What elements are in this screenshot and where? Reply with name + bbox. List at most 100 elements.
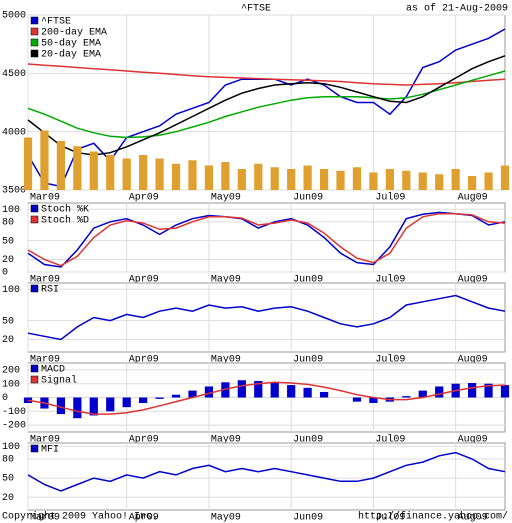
bar xyxy=(204,165,214,190)
bar xyxy=(56,397,66,415)
bar xyxy=(369,397,378,404)
legend-label: Stoch %D xyxy=(41,215,89,227)
bar xyxy=(270,382,279,398)
legend-swatch xyxy=(30,204,39,213)
bar xyxy=(237,169,246,190)
series-line xyxy=(27,294,506,341)
series-line xyxy=(27,63,506,86)
bar xyxy=(204,386,214,398)
bar xyxy=(122,397,131,408)
legend-swatch xyxy=(30,215,39,224)
panel-frame xyxy=(27,282,506,353)
bar xyxy=(467,176,477,190)
y-tick-label: 5000 xyxy=(2,11,26,22)
bar xyxy=(188,390,197,398)
x-tick-label: Jul09 xyxy=(375,512,405,523)
chart-title: ^FTSE xyxy=(241,4,271,15)
x-tick-label: Jun09 xyxy=(293,435,323,446)
bar xyxy=(56,141,66,190)
x-tick-label: Jun09 xyxy=(293,275,323,286)
y-tick-label: 20 xyxy=(2,493,14,504)
bar xyxy=(303,165,312,190)
x-tick-label: May09 xyxy=(211,435,241,446)
series-line xyxy=(27,211,506,268)
bar xyxy=(500,385,510,398)
legend-swatch xyxy=(30,27,39,36)
y-tick-label: 50 xyxy=(2,474,14,485)
bar xyxy=(171,394,181,398)
y-tick-label: 4500 xyxy=(2,69,26,80)
y-tick-label: 50 xyxy=(2,316,14,327)
legend-label: 20-day EMA xyxy=(41,49,101,61)
legend-swatch xyxy=(30,364,39,373)
bar xyxy=(418,390,427,398)
bar xyxy=(254,163,263,190)
legend-swatch xyxy=(30,38,39,47)
bar xyxy=(385,169,394,190)
legend-label: MFI xyxy=(41,445,59,456)
legend-label: 50-day EMA xyxy=(41,38,101,50)
bar xyxy=(270,167,279,190)
legend-label: RSI xyxy=(41,285,59,296)
legend-swatch xyxy=(30,284,39,293)
y-tick-label: 100 xyxy=(2,205,20,216)
x-tick-label: Jun09 xyxy=(293,193,323,204)
series-line xyxy=(27,212,506,267)
series-line xyxy=(27,70,506,139)
bar xyxy=(254,380,263,398)
bar xyxy=(319,169,329,190)
x-tick-label: Apr09 xyxy=(129,275,159,286)
y-tick-label: 4000 xyxy=(2,127,26,138)
bar xyxy=(73,146,82,190)
series-line xyxy=(27,55,506,156)
bar xyxy=(23,137,33,190)
bar xyxy=(451,169,460,190)
legend-label: Stoch %K xyxy=(41,204,89,216)
bar xyxy=(467,383,477,398)
y-tick-label: 50 xyxy=(2,236,14,247)
y-tick-label: 0 xyxy=(2,268,8,279)
legend-swatch xyxy=(30,49,39,58)
x-tick-label: Mar09 xyxy=(30,513,60,523)
y-tick-label: 0 xyxy=(2,393,8,404)
x-tick-label: Jun09 xyxy=(293,513,323,523)
x-tick-label: Mar09 xyxy=(30,275,60,286)
source-url: http://finance.yahoo.com/ xyxy=(358,511,508,523)
y-tick-label: -200 xyxy=(2,421,26,432)
series-line xyxy=(27,381,506,415)
bar xyxy=(484,172,493,190)
legend-label: MACD xyxy=(41,365,65,376)
x-tick-label: May09 xyxy=(211,355,241,366)
x-tick-label: Aug09 xyxy=(458,435,488,446)
x-tick-label: May09 xyxy=(211,513,241,523)
x-tick-label: May09 xyxy=(211,275,241,286)
bar xyxy=(221,162,230,190)
bar xyxy=(402,170,411,190)
panel-frame xyxy=(27,442,506,511)
bar xyxy=(319,391,329,398)
bar xyxy=(435,386,444,398)
bar xyxy=(484,383,493,398)
y-tick-label: 20 xyxy=(2,255,14,266)
bar xyxy=(336,170,345,190)
bar xyxy=(23,397,33,404)
bar xyxy=(352,397,362,402)
y-tick-label: 80 xyxy=(2,217,14,228)
y-tick-label: 100 xyxy=(2,379,20,390)
bar xyxy=(402,396,411,398)
bar xyxy=(287,169,296,190)
bar xyxy=(500,165,510,190)
bar xyxy=(303,387,312,398)
x-tick-label: Mar09 xyxy=(30,435,60,446)
x-tick-label: Aug09 xyxy=(458,275,488,286)
y-tick-label: 100 xyxy=(2,442,20,453)
x-tick-label: Apr09 xyxy=(129,513,159,523)
bar xyxy=(237,380,246,398)
x-tick-label: Mar09 xyxy=(30,355,60,366)
copyright: Copyright 2009 Yahoo! Inc. xyxy=(2,511,158,523)
bar xyxy=(287,385,296,398)
bar xyxy=(352,167,362,190)
bar xyxy=(106,397,115,412)
bar xyxy=(40,130,49,190)
